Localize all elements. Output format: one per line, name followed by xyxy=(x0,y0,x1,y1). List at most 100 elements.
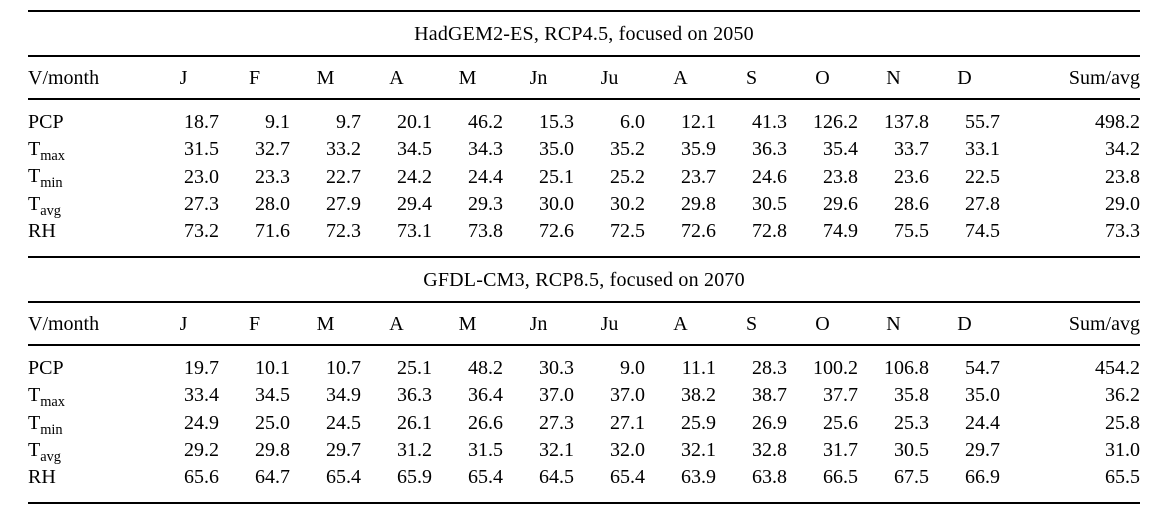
value-cell: 26.1 xyxy=(397,411,432,434)
value-cell: 65.4 xyxy=(610,466,645,489)
value-cell: 35.0 xyxy=(539,138,574,161)
value-cell: 10.1 xyxy=(255,357,290,380)
value-cell: 19.7 xyxy=(184,357,219,380)
value-cell: 24.4 xyxy=(965,411,1000,434)
column-header: Ju xyxy=(574,57,645,100)
value-cell: 32.7 xyxy=(255,138,290,161)
value-cell: 25.6 xyxy=(823,411,858,434)
row-label: Tavg xyxy=(28,192,61,219)
value-cell: 23.8 xyxy=(1105,165,1140,188)
value-cell: 34.2 xyxy=(1105,138,1140,161)
value-cell: 27.9 xyxy=(326,193,361,216)
table-title: GFDL-CM3, RCP8.5, focused on 2070 xyxy=(28,258,1140,304)
value-cell: 22.5 xyxy=(965,165,1000,188)
value-cell: 24.9 xyxy=(184,411,219,434)
value-cell: 35.4 xyxy=(823,138,858,161)
value-cell: 126.2 xyxy=(813,111,858,133)
value-cell: 32.1 xyxy=(681,439,716,462)
column-header: A xyxy=(361,57,432,100)
table-body: PCP 18.7 9.1 9.7 20.1 46.2 15.3 6.0 12.1 41.3 126.… xyxy=(28,99,1140,256)
value-cell: 55.7 xyxy=(965,111,1000,133)
value-cell: 28.3 xyxy=(752,357,787,380)
value-cell: 9.1 xyxy=(265,111,290,133)
value-cell: 37.0 xyxy=(539,384,574,407)
table-header: V/month J F M A M Jn Ju A S O N D Sum/avg xyxy=(28,57,1140,100)
value-cell: 73.1 xyxy=(397,220,432,243)
table-row: Tmax 33.4 34.5 34.9 36.3 36.4 37.0 37.0 38.2 38.7… xyxy=(28,382,1140,409)
value-cell: 46.2 xyxy=(468,111,503,133)
value-cell: 34.5 xyxy=(397,138,432,161)
value-cell: 31.5 xyxy=(184,138,219,161)
value-cell: 23.8 xyxy=(823,165,858,188)
value-cell: 65.9 xyxy=(397,466,432,489)
value-cell: 9.0 xyxy=(620,357,645,380)
value-cell: 137.8 xyxy=(884,111,929,133)
table-row: Tavg 29.2 29.8 29.7 31.2 31.5 32.1 32.0 32.1 32.8… xyxy=(28,437,1140,464)
column-header: A xyxy=(361,303,432,347)
column-header: N xyxy=(858,57,929,100)
value-cell: 24.2 xyxy=(397,165,432,188)
value-cell: 73.8 xyxy=(468,220,503,243)
value-cell: 24.5 xyxy=(326,411,361,434)
value-cell: 27.3 xyxy=(539,411,574,434)
column-header: N xyxy=(858,303,929,347)
hadgem2-data-table: V/month J F M A M Jn Ju A S O N D Sum/avg PCP 18.7 9.1 9… xyxy=(28,57,1140,256)
value-cell: 29.8 xyxy=(255,439,290,462)
value-cell: 30.0 xyxy=(539,193,574,216)
value-cell: 27.1 xyxy=(610,411,645,434)
value-cell: 38.2 xyxy=(681,384,716,407)
value-cell: 498.2 xyxy=(1095,111,1140,133)
value-cell: 38.7 xyxy=(752,384,787,407)
table-row: PCP 19.7 10.1 10.7 25.1 48.2 30.3 9.0 11.1 28.3 10… xyxy=(28,345,1140,382)
value-cell: 27.3 xyxy=(184,193,219,216)
table-row: PCP 18.7 9.1 9.7 20.1 46.2 15.3 6.0 12.1 41.3 126.… xyxy=(28,99,1140,136)
value-cell: 65.4 xyxy=(468,466,503,489)
value-cell: 34.5 xyxy=(255,384,290,407)
table-header: V/month J F M A M Jn Ju A S O N D Sum/avg xyxy=(28,303,1140,347)
column-header: F xyxy=(219,57,290,100)
column-header: Sum/avg xyxy=(1000,57,1140,100)
column-header: M xyxy=(432,57,503,100)
value-cell: 66.5 xyxy=(823,466,858,489)
value-cell: 32.8 xyxy=(752,439,787,462)
column-header: S xyxy=(716,303,787,347)
value-cell: 33.4 xyxy=(184,384,219,407)
value-cell: 25.3 xyxy=(894,411,929,434)
value-cell: 75.5 xyxy=(894,220,929,243)
value-cell: 26.9 xyxy=(752,411,787,434)
value-cell: 34.9 xyxy=(326,384,361,407)
value-cell: 71.6 xyxy=(255,220,290,243)
column-header: V/month xyxy=(28,303,148,347)
table-section-hadgem2: HadGEM2-ES, RCP4.5, focused on 2050 V/mo… xyxy=(28,12,1140,259)
value-cell: 31.2 xyxy=(397,439,432,462)
value-cell: 48.2 xyxy=(468,357,503,380)
column-header: Sum/avg xyxy=(1000,303,1140,347)
row-label: Tavg xyxy=(28,439,61,466)
value-cell: 35.8 xyxy=(894,384,929,407)
row-label: RH xyxy=(28,466,56,489)
value-cell: 18.7 xyxy=(184,111,219,133)
row-label-subscript: min xyxy=(40,421,63,438)
value-cell: 25.1 xyxy=(397,357,432,380)
table-row: Tavg 27.3 28.0 27.9 29.4 29.3 30.0 30.2 29.8 30.5… xyxy=(28,191,1140,218)
value-cell: 23.0 xyxy=(184,165,219,188)
row-label-subscript: min xyxy=(40,175,63,192)
value-cell: 72.6 xyxy=(681,220,716,243)
value-cell: 454.2 xyxy=(1095,357,1140,380)
value-cell: 36.3 xyxy=(752,138,787,161)
row-label: Tmin xyxy=(28,411,63,438)
value-cell: 23.7 xyxy=(681,165,716,188)
value-cell: 63.9 xyxy=(681,466,716,489)
table-title: HadGEM2-ES, RCP4.5, focused on 2050 xyxy=(28,12,1140,57)
table-row: Tmin 23.0 23.3 22.7 24.2 24.4 25.1 25.2 23.7 24.6… xyxy=(28,163,1140,190)
value-cell: 30.2 xyxy=(610,193,645,216)
row-label-subscript: avg xyxy=(40,449,61,466)
table-row: RH 73.2 71.6 72.3 73.1 73.8 72.6 72.5 72.6 72.8 74… xyxy=(28,218,1140,256)
value-cell: 72.8 xyxy=(752,220,787,243)
value-cell: 30.5 xyxy=(752,193,787,216)
value-cell: 24.4 xyxy=(468,165,503,188)
value-cell: 72.5 xyxy=(610,220,645,243)
value-cell: 11.1 xyxy=(681,357,716,380)
value-cell: 9.7 xyxy=(336,111,361,133)
value-cell: 63.8 xyxy=(752,466,787,489)
